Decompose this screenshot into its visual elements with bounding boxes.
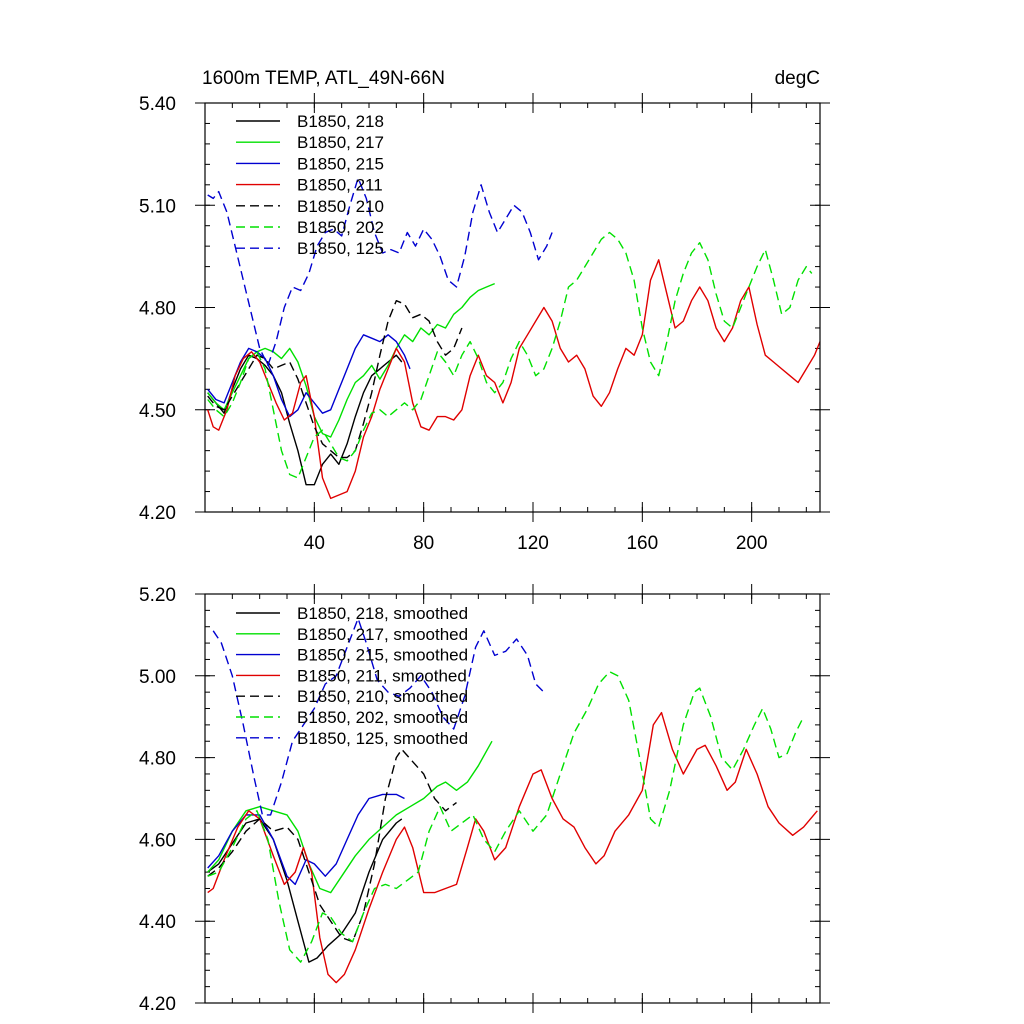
top-panel: 1600m TEMP, ATL_49N-66N degC 40 80 120 160 2…	[139, 68, 830, 554]
bottom-panel: 4.20 4.40 4.60 4.80 5.00 5.20 B1850, 218, smo…	[139, 584, 830, 1015]
x-tick-label: 120	[517, 533, 549, 554]
series-line	[207, 177, 553, 367]
legend-label: B1850, 125, smoothed	[297, 729, 468, 748]
x-tick-label: 200	[736, 533, 768, 554]
legend-label: B1850, 211	[297, 176, 383, 195]
top-panel-series	[207, 177, 821, 500]
top-panel-legend: B1850, 218 B1850, 217 B1850, 215 B1850, 211…	[236, 112, 384, 258]
series-line	[207, 748, 457, 943]
legend-label: B1850, 215, smoothed	[297, 646, 468, 665]
legend-label: B1850, 217	[297, 133, 384, 152]
y-tick-label: 5.00	[139, 667, 176, 688]
legend-label: B1850, 217, smoothed	[297, 625, 468, 644]
legend-label: B1850, 210	[297, 197, 384, 216]
y-tick-label: 4.60	[139, 830, 176, 851]
legend-label: B1850, 125	[297, 239, 384, 258]
legend-label: B1850, 218	[297, 112, 384, 131]
y-tick-label: 5.10	[139, 196, 176, 217]
series-line	[207, 231, 813, 479]
y-tick-label: 4.50	[139, 401, 176, 422]
y-tick-label: 4.80	[139, 749, 176, 770]
y-tick-label: 5.40	[139, 94, 176, 115]
bottom-panel-series	[207, 617, 818, 984]
legend-label: B1850, 210, smoothed	[297, 687, 468, 706]
x-tick-label: 160	[626, 533, 658, 554]
series-line	[207, 711, 818, 984]
legend-label: B1850, 218, smoothed	[297, 604, 468, 623]
legend-label: B1850, 215	[297, 154, 384, 173]
bottom-panel-ticks: 4.20 4.40 4.60 4.80 5.00 5.20	[139, 584, 830, 1015]
y-tick-label: 4.40	[139, 912, 176, 933]
top-panel-units: degC	[775, 68, 820, 89]
legend-label: B1850, 202, smoothed	[297, 708, 468, 727]
series-line	[207, 818, 403, 963]
series-line	[212, 617, 545, 816]
y-tick-label: 5.20	[139, 585, 176, 606]
legend-label: B1850, 211, smoothed	[297, 666, 467, 685]
top-panel-title: 1600m TEMP, ATL_49N-66N	[202, 68, 445, 89]
series-line	[207, 671, 805, 963]
legend-label: B1850, 202	[297, 218, 384, 237]
y-tick-label: 4.80	[139, 299, 176, 320]
y-tick-label: 4.20	[139, 994, 176, 1015]
series-line	[207, 259, 821, 500]
y-tick-label: 4.20	[139, 503, 176, 524]
series-line	[207, 740, 493, 894]
bottom-panel-legend: B1850, 218, smoothed B1850, 217, smoothed…	[236, 604, 468, 748]
top-panel-frame	[204, 102, 821, 513]
series-line	[207, 300, 463, 459]
series-line	[207, 793, 405, 886]
series-line	[207, 354, 403, 486]
x-tick-label: 40	[304, 533, 325, 554]
x-tick-label: 80	[413, 533, 434, 554]
bottom-panel-frame	[204, 593, 821, 1004]
series-line	[207, 282, 495, 438]
